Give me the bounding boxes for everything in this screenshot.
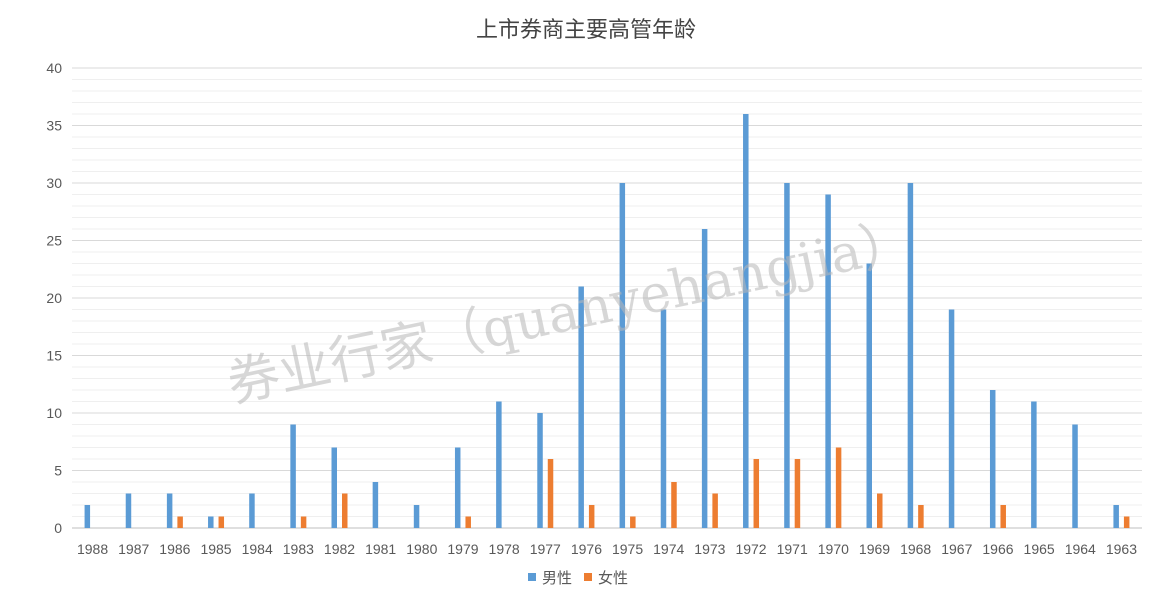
bar-female [588,505,595,528]
bar-male [1072,424,1078,528]
x-tick-label: 1981 [365,541,396,557]
bar-male [784,183,790,528]
chart-title: 上市券商主要高管年龄 [476,18,696,43]
bar-male [249,493,255,528]
x-tick-label: 1973 [694,541,725,557]
bar-male [290,424,296,528]
x-tick-label: 1976 [571,541,602,557]
bar-male [413,505,420,528]
x-tick-label: 1965 [1024,541,1055,557]
bar-female [300,516,307,528]
x-axis-tick-labels: 1988 1987 1986 1985 1984 1983 1982 1981 1980 1979… [77,541,1137,557]
y-tick-label: 0 [54,520,62,536]
x-tick-label: 1978 [489,541,520,557]
x-tick-label: 1968 [900,541,931,557]
bar-female [835,447,842,528]
bar-male [496,401,502,528]
bar-female [712,493,718,528]
y-tick-label: 35 [46,118,62,134]
x-tick-label: 1984 [242,541,273,557]
bar-female [630,516,636,528]
bar-female [465,516,471,528]
y-tick-label: 5 [54,463,62,479]
x-tick-label: 1985 [200,541,231,557]
x-tick-label: 1970 [818,541,849,557]
y-tick-label: 25 [46,233,62,249]
x-tick-label: 1987 [118,541,149,557]
x-tick-label: 1983 [283,541,314,557]
y-axis-tick-labels: 0 5 10 15 20 25 30 35 40 [46,60,62,536]
bar-male [125,493,132,528]
x-tick-label: 1979 [447,541,478,557]
bar-male [701,229,708,528]
legend: 男性 女性 [528,569,628,587]
legend-label: 男性 [542,569,572,587]
x-tick-label: 1980 [406,541,437,557]
y-tick-label: 20 [46,290,62,306]
bar-male [84,505,91,528]
x-tick-label: 1963 [1106,541,1137,557]
bar-female [1000,505,1006,528]
bar-male [1031,401,1037,528]
legend-swatch [528,573,536,581]
x-tick-label: 1969 [859,541,890,557]
x-tick-label: 1977 [530,541,561,557]
bar-female [794,459,801,528]
bar-male [619,183,626,528]
x-tick-label: 1967 [941,541,972,557]
x-tick-label: 1971 [777,541,808,557]
bar-male [948,309,955,528]
bar-female [177,516,183,528]
bar-female [877,493,883,528]
bar-male [989,390,996,528]
bar-male [166,493,173,528]
x-tick-label: 1986 [159,541,190,557]
y-tick-label: 10 [46,405,62,421]
bar-male [454,447,461,528]
x-tick-label: 1975 [612,541,643,557]
bar-female [918,505,924,528]
x-tick-label: 1966 [982,541,1013,557]
x-tick-label: 1974 [653,541,684,557]
y-tick-label: 15 [46,348,62,364]
bar-male [537,413,543,528]
bar-female [547,459,554,528]
bar-male [660,309,667,528]
bar-male [866,263,872,528]
bar-male [1113,505,1119,528]
bar-female [1123,516,1130,528]
bar-male [578,286,584,528]
x-tick-label: 1982 [324,541,355,557]
bar-female [671,482,677,528]
bar-female [753,459,760,528]
bar-female [218,516,225,528]
bar-male [825,194,831,528]
x-tick-label: 1972 [735,541,766,557]
x-tick-label: 1964 [1065,541,1096,557]
bar-male [208,516,214,528]
bar-male [372,482,379,528]
legend-swatch [584,573,592,581]
bar-female [342,493,348,528]
y-tick-label: 30 [46,175,62,191]
bar-male [743,114,749,528]
bar-male [331,447,337,528]
legend-label: 女性 [598,569,628,587]
bars [84,114,1130,528]
x-tick-label: 1988 [77,541,108,557]
y-tick-label: 40 [46,60,62,76]
bar-male [907,183,914,528]
